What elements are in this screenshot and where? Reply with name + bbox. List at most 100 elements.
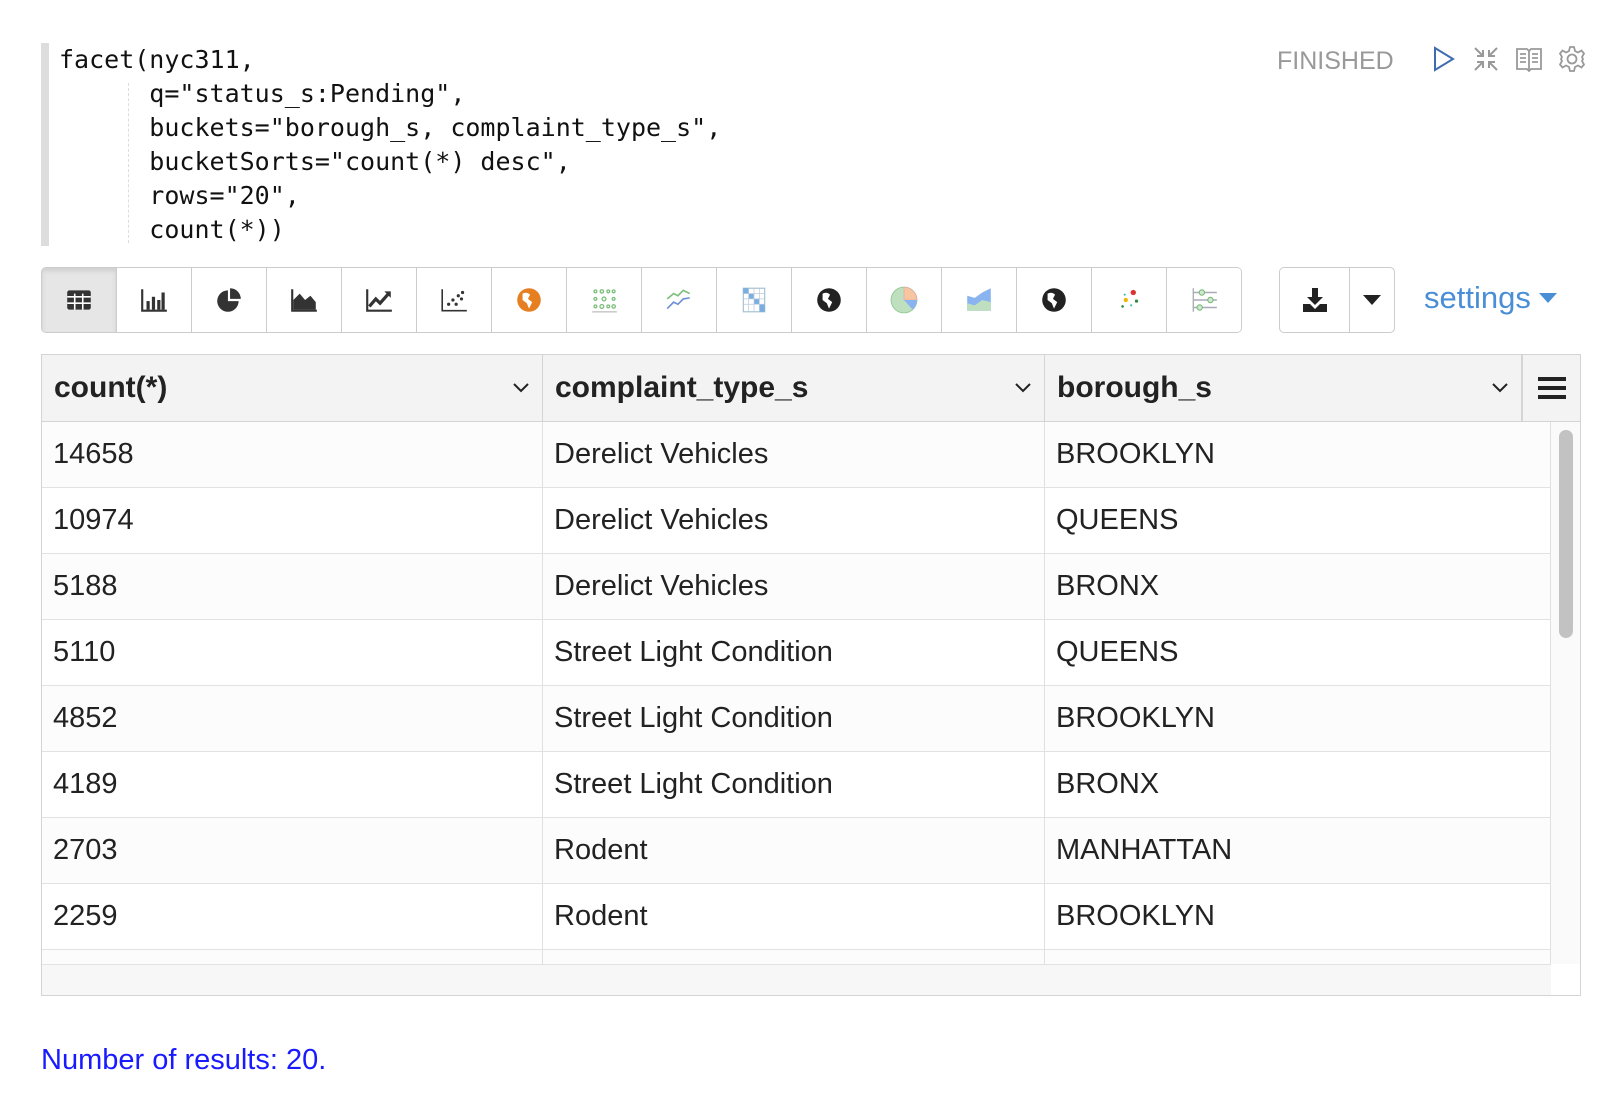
download-button[interactable] — [1280, 268, 1351, 332]
table-row[interactable]: 14658 Derelict Vehicles BROOKLYN — [42, 422, 1551, 488]
table-cell: 2703 — [42, 818, 543, 883]
code-line: buckets="borough_s, complaint_type_s", — [59, 113, 722, 142]
table-row[interactable]: 4189 Street Light Condition BRONX — [42, 752, 1551, 818]
table-cell — [1045, 950, 1551, 964]
column-header[interactable]: complaint_type_s — [543, 355, 1045, 421]
chevron-down-icon[interactable] — [1014, 382, 1032, 394]
results-count: Number of results: 20. — [41, 1044, 327, 1076]
horizontal-scrollbar[interactable] — [42, 964, 1551, 995]
settings-dropdown[interactable]: settings — [1424, 280, 1557, 316]
table-cell: Derelict Vehicles — [543, 488, 1045, 553]
code-line: bucketSorts="count(*) desc", — [59, 147, 571, 176]
area-chart-icon — [291, 289, 317, 312]
table-icon — [67, 290, 91, 310]
caret-down-icon — [1538, 293, 1557, 303]
viz-button-area-chart[interactable] — [267, 268, 342, 332]
code-text[interactable]: facet(nyc311, q="status_s:Pending", buck… — [59, 43, 721, 247]
viz-button-pie-color[interactable] — [867, 268, 942, 332]
chevron-down-icon[interactable] — [1491, 382, 1509, 394]
caret-down-icon — [1363, 295, 1382, 305]
book-icon[interactable] — [1514, 44, 1544, 74]
table-cell: Derelict Vehicles — [543, 554, 1045, 619]
table-row[interactable]: 2259 Rodent BROOKLYN — [42, 884, 1551, 950]
scatter-chart-icon — [441, 289, 467, 312]
play-icon[interactable] — [1428, 44, 1458, 74]
viz-button-pie-chart[interactable] — [192, 268, 267, 332]
viz-button-scatter-chart[interactable] — [417, 268, 492, 332]
table-row[interactable]: 5188 Derelict Vehicles BRONX — [42, 554, 1551, 620]
table-cell: 5110 — [42, 620, 543, 685]
viz-button-dot-matrix[interactable] — [567, 268, 642, 332]
bubble-icon — [1121, 289, 1139, 308]
table-cell: BRONX — [1045, 752, 1551, 817]
column-header-label: count(*) — [54, 371, 168, 404]
viz-button-heatmap[interactable] — [717, 268, 792, 332]
table-cell: 4189 — [42, 752, 543, 817]
column-header[interactable]: borough_s — [1045, 355, 1522, 421]
table-cell: 14658 — [42, 422, 543, 487]
table-cell: BROOKLYN — [1045, 422, 1551, 487]
table-cell: 2259 — [42, 884, 543, 949]
results-table: count(*) complaint_type_s borough_s 14658 D… — [41, 354, 1581, 996]
code-editor[interactable]: facet(nyc311, q="status_s:Pending", buck… — [41, 43, 1199, 246]
viz-button-parallel-slider[interactable] — [1167, 268, 1241, 332]
table-cell: Rodent — [543, 884, 1045, 949]
download-button-group — [1279, 267, 1395, 333]
table-cell: BROOKLYN — [1045, 686, 1551, 751]
viz-button-globe[interactable] — [792, 268, 867, 332]
download-icon — [1302, 288, 1327, 312]
table-cell: 4852 — [42, 686, 543, 751]
table-cell: BRONX — [1045, 554, 1551, 619]
code-line: rows="20", — [59, 181, 300, 210]
table-cell: Derelict Vehicles — [543, 422, 1045, 487]
pie-chart-icon — [217, 288, 241, 312]
heatmap-icon — [742, 287, 766, 313]
table-cell: QUEENS — [1045, 620, 1551, 685]
collapse-icon[interactable] — [1471, 44, 1501, 74]
scrollbar-thumb[interactable] — [1559, 430, 1573, 638]
grid-menu-button[interactable] — [1522, 355, 1580, 422]
globe-icon — [817, 288, 841, 312]
viz-button-globe-dark[interactable] — [1017, 268, 1092, 332]
line-chart-icon — [366, 289, 392, 312]
bar-chart-icon — [141, 289, 167, 312]
code-line: facet(nyc311, — [59, 45, 255, 74]
table-body: 14658 Derelict Vehicles BROOKLYN 10974 Derel… — [42, 422, 1551, 964]
table-row[interactable]: 5110 Street Light Condition QUEENS — [42, 620, 1551, 686]
table-row[interactable] — [42, 950, 1551, 964]
code-line: q="status_s:Pending", — [59, 79, 466, 108]
table-cell: 10974 — [42, 488, 543, 553]
globe-dark-icon — [1042, 288, 1066, 312]
table-header: count(*) complaint_type_s borough_s — [42, 355, 1522, 422]
viz-button-bar-chart[interactable] — [117, 268, 192, 332]
table-cell: MANHATTAN — [1045, 818, 1551, 883]
viz-button-stacked-area[interactable] — [942, 268, 1017, 332]
indent-guide — [128, 83, 129, 243]
chevron-down-icon[interactable] — [512, 382, 530, 394]
column-header[interactable]: count(*) — [42, 355, 543, 421]
table-cell: BROOKLYN — [1045, 884, 1551, 949]
table-cell: Street Light Condition — [543, 752, 1045, 817]
gear-icon[interactable] — [1557, 44, 1587, 74]
hamburger-icon — [1538, 377, 1566, 399]
pie-color-icon — [890, 286, 918, 314]
table-cell: Rodent — [543, 818, 1045, 883]
viz-button-globe-orange[interactable] — [492, 268, 567, 332]
multi-line-icon — [666, 289, 691, 310]
column-header-label: complaint_type_s — [555, 371, 809, 404]
viz-button-multi-line[interactable] — [642, 268, 717, 332]
vertical-scrollbar[interactable] — [1551, 422, 1580, 964]
dot-matrix-icon — [592, 289, 617, 313]
stacked-area-icon — [967, 288, 991, 311]
parallel-slider-icon — [1192, 288, 1217, 312]
table-cell — [543, 950, 1045, 964]
table-row[interactable]: 2703 Rodent MANHATTAN — [42, 818, 1551, 884]
download-dropdown-toggle[interactable] — [1350, 268, 1394, 332]
visualization-toolbar — [41, 267, 1242, 333]
viz-button-bubble[interactable] — [1092, 268, 1167, 332]
table-cell: Street Light Condition — [543, 686, 1045, 751]
table-row[interactable]: 4852 Street Light Condition BROOKLYN — [42, 686, 1551, 752]
viz-button-line-chart[interactable] — [342, 268, 417, 332]
table-row[interactable]: 10974 Derelict Vehicles QUEENS — [42, 488, 1551, 554]
viz-button-table[interactable] — [42, 268, 117, 332]
